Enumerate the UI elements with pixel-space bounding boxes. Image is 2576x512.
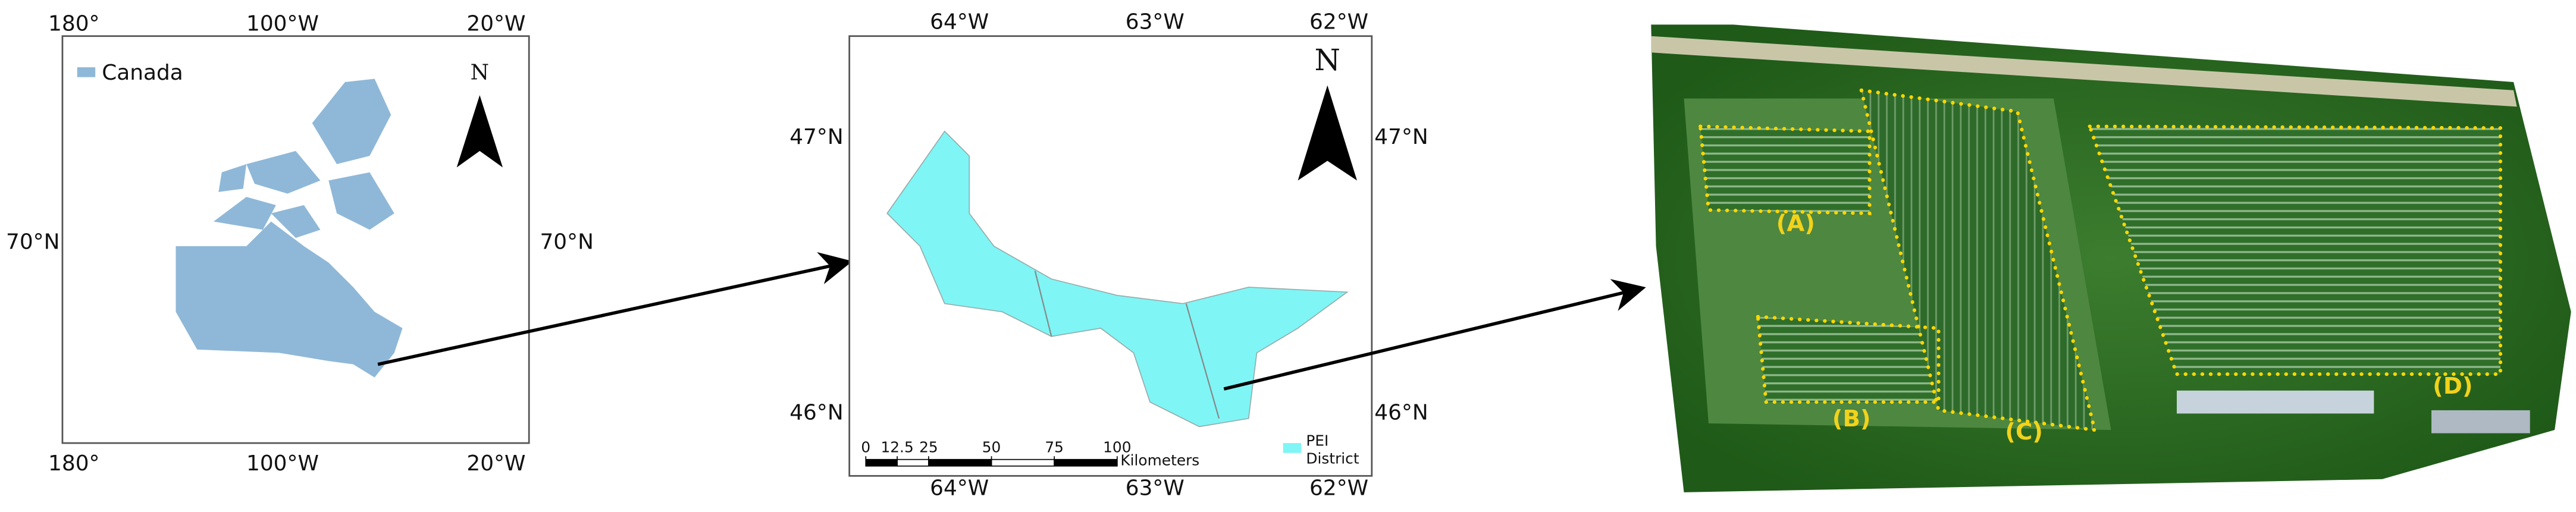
- scale-segment: [928, 458, 992, 467]
- lon-label: 100°W: [246, 11, 319, 36]
- plot-label: (B): [1832, 406, 1871, 432]
- canada-shape: [176, 78, 403, 378]
- legend-label: Canada: [102, 61, 183, 85]
- scale-label: 12.5: [880, 438, 913, 456]
- scale-segment: [991, 458, 1055, 467]
- scale-bar: 0 12.5 25 50 75 100: [861, 438, 1132, 467]
- lon-label: 64°W: [930, 10, 989, 34]
- north-label: N: [1315, 43, 1340, 77]
- district-line: [1034, 271, 1052, 337]
- scale-segment: [865, 458, 898, 467]
- arrow: [377, 252, 853, 366]
- scale-label: 25: [919, 438, 938, 456]
- lat-label: 47°N: [1374, 125, 1428, 149]
- district-line: [1185, 303, 1220, 419]
- legend-swatch: [77, 67, 96, 77]
- plot-label: (C): [2005, 419, 2043, 445]
- north-arrow: [456, 95, 503, 168]
- lat-label: 47°N: [789, 125, 843, 149]
- north-label: N: [471, 61, 489, 85]
- scale-label: 50: [982, 438, 1001, 456]
- pei-shape: [886, 130, 1349, 428]
- scale-label: 100: [1103, 438, 1131, 456]
- lon-label: 64°W: [930, 476, 989, 500]
- lon-label: 180°: [48, 11, 99, 36]
- pei-panel: N 64°W 63°W 62°W 64°W 63°W 62°W 47°N 46°…: [789, 10, 1428, 501]
- plot-label: (D): [2433, 373, 2472, 400]
- scale-label: 0: [861, 438, 870, 456]
- lon-label: 20°W: [466, 451, 525, 476]
- scale-unit: Kilometers: [1120, 451, 1199, 469]
- lat-label: 46°N: [1374, 400, 1428, 425]
- north-arrow: [1298, 85, 1357, 181]
- map-frame: [61, 35, 530, 444]
- legend-label: District: [1306, 450, 1359, 467]
- legend-label: PEI: [1306, 432, 1328, 449]
- lat-label: 70°N: [6, 230, 59, 254]
- scale-segment: [1054, 458, 1118, 467]
- aerial-photo: (A) (B) (C) (D): [1651, 24, 2571, 492]
- lon-label: 63°W: [1126, 10, 1184, 34]
- lon-label: 62°W: [1309, 476, 1368, 500]
- lon-label: 180°: [48, 451, 99, 476]
- scale-label: 75: [1045, 438, 1064, 456]
- lon-label: 63°W: [1126, 476, 1184, 500]
- lon-label: 20°W: [466, 11, 525, 36]
- legend-swatch: [1283, 443, 1302, 453]
- lat-label: 70°N: [540, 230, 593, 254]
- plot-label: (A): [1776, 211, 1815, 237]
- lat-label: 46°N: [789, 400, 843, 425]
- lon-label: 62°W: [1309, 10, 1368, 34]
- scale-segment: [897, 458, 929, 467]
- arrow: [1223, 279, 1646, 391]
- canada-panel: Canada N 180° 100°W 20°W 180° 100°W 20°W…: [6, 11, 594, 476]
- lon-label: 100°W: [246, 451, 319, 476]
